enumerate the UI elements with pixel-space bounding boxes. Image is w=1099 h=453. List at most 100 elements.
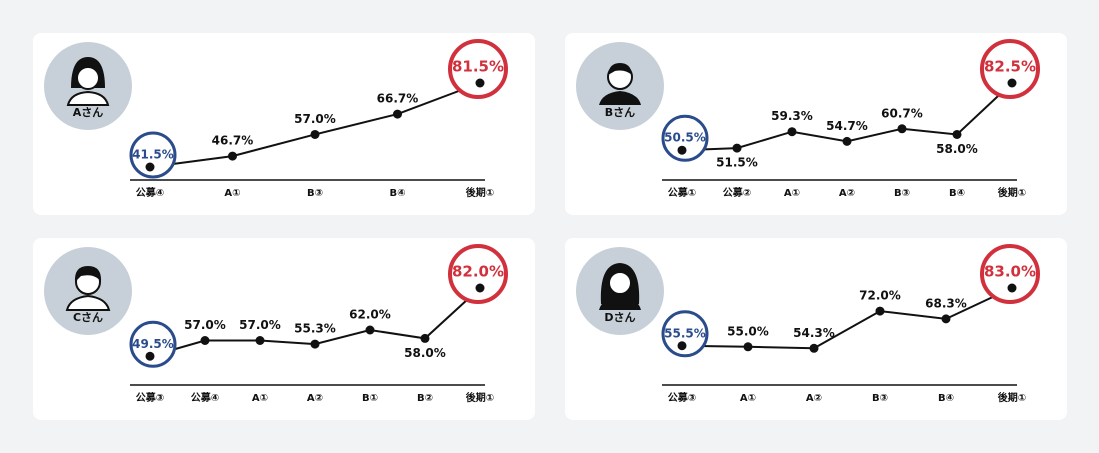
x-tick-label: 公募④ xyxy=(136,186,164,199)
value-label: 41.5% xyxy=(132,148,174,162)
value-label: 57.0% xyxy=(184,318,226,332)
x-tick-label: A① xyxy=(784,188,800,199)
x-tick-label: 後期① xyxy=(998,391,1026,404)
value-label: 51.5% xyxy=(716,156,758,170)
panel: Aさん 公募④ A① B③ B④ 後期① 41.5% 46.7% 57.0% 66.7% 81.5… xyxy=(33,33,535,215)
x-tick-label: 公募③ xyxy=(136,391,164,404)
value-label: 60.7% xyxy=(881,106,923,120)
value-label: 55.5% xyxy=(664,326,706,340)
shoulders xyxy=(66,90,110,106)
value-label: 46.7% xyxy=(212,134,254,148)
x-tick-label: B③ xyxy=(307,188,323,199)
point xyxy=(365,325,375,335)
x-tick-label: B④ xyxy=(949,188,965,199)
point xyxy=(200,336,210,345)
point xyxy=(420,333,430,343)
value-label: 55.0% xyxy=(727,324,769,338)
point xyxy=(743,342,753,352)
last-highlight xyxy=(448,39,508,99)
person-label: Bさん xyxy=(605,106,635,119)
value-label: 68.3% xyxy=(925,296,967,310)
value-label: 57.0% xyxy=(239,318,281,332)
point xyxy=(732,143,742,153)
value-label: 58.0% xyxy=(936,142,978,156)
x-tick-label: A② xyxy=(839,188,855,199)
x-tick-label: B③ xyxy=(872,393,888,404)
last-highlight xyxy=(448,244,508,304)
point xyxy=(952,129,962,139)
value-label: 72.0% xyxy=(859,289,901,303)
x-tick-label: 後期① xyxy=(466,391,494,404)
person-label: Cさん xyxy=(73,311,103,324)
value-label: 50.5% xyxy=(664,131,706,145)
x-tick-label: 公募④ xyxy=(191,391,219,404)
point xyxy=(677,145,687,155)
point xyxy=(809,343,819,353)
point xyxy=(255,336,265,345)
x-tick-label: A① xyxy=(224,188,240,199)
x-tick-label: 公募③ xyxy=(668,391,696,404)
value-label: 83.0% xyxy=(984,263,1036,281)
x-tick-label: B④ xyxy=(938,393,954,404)
line xyxy=(681,287,1013,350)
x-tick-label: A① xyxy=(740,393,756,404)
x-tick-label: B① xyxy=(362,393,378,404)
point xyxy=(875,306,885,316)
value-label: 82.0% xyxy=(452,263,504,281)
first-highlight xyxy=(129,320,177,368)
face xyxy=(608,271,632,295)
value-label: 55.3% xyxy=(294,322,336,336)
person-label: Dさん xyxy=(604,311,635,324)
first-highlight xyxy=(661,114,709,162)
x-tick-label: B④ xyxy=(389,188,405,199)
point xyxy=(393,109,402,119)
x-tick-label: 公募① xyxy=(668,186,696,199)
point xyxy=(787,127,797,137)
jacket xyxy=(599,296,641,310)
x-tick-label: B② xyxy=(417,393,433,404)
value-label: 58.0% xyxy=(404,346,446,360)
point xyxy=(1007,283,1017,293)
point xyxy=(842,136,852,146)
point xyxy=(475,78,485,88)
x-tick-label: A② xyxy=(806,393,822,404)
point xyxy=(677,341,687,351)
card xyxy=(565,238,1067,420)
point xyxy=(897,124,907,134)
person-label: Aさん xyxy=(73,106,104,119)
value-label: 57.0% xyxy=(294,112,336,126)
x-tick-label: A① xyxy=(252,393,268,404)
card xyxy=(565,33,1067,215)
last-highlight xyxy=(980,244,1040,304)
face xyxy=(76,66,100,90)
point xyxy=(145,162,155,172)
point xyxy=(310,339,320,349)
panel: Dさん 公募③ A① A② B③ B④ 後期① 55.5% 55.0% 54.3% 72.0% 68… xyxy=(565,238,1067,420)
value-label: 49.5% xyxy=(132,337,174,351)
first-highlight xyxy=(661,310,709,358)
x-tick-label: A② xyxy=(307,393,323,404)
x-tick-label: B③ xyxy=(894,188,910,199)
value-label: 82.5% xyxy=(984,58,1036,76)
value-label: 81.5% xyxy=(452,58,504,76)
jacket xyxy=(599,91,641,105)
point xyxy=(228,151,237,161)
point xyxy=(310,129,320,139)
hair xyxy=(74,266,102,282)
value-label: 54.7% xyxy=(826,119,868,133)
hair xyxy=(608,63,632,75)
x-tick-label: 後期① xyxy=(998,186,1026,199)
x-tick-label: 公募② xyxy=(723,186,751,199)
point xyxy=(475,283,485,293)
point xyxy=(1007,78,1017,88)
last-highlight xyxy=(980,39,1040,99)
panel: Bさん 公募① 公募② A① A② B③ B④ 後期① 50.5% 51.5% 59.3% 54.7… xyxy=(565,33,1067,215)
value-label: 54.3% xyxy=(793,326,835,340)
point xyxy=(941,314,951,324)
panel: Cさん 公募③ 公募④ A① A② B① B② 後期① 49.5% 57.0% 57.0% 55.3… xyxy=(33,238,535,420)
first-highlight xyxy=(129,131,177,179)
card xyxy=(33,238,535,420)
value-label: 59.3% xyxy=(771,109,813,123)
point xyxy=(145,351,155,361)
